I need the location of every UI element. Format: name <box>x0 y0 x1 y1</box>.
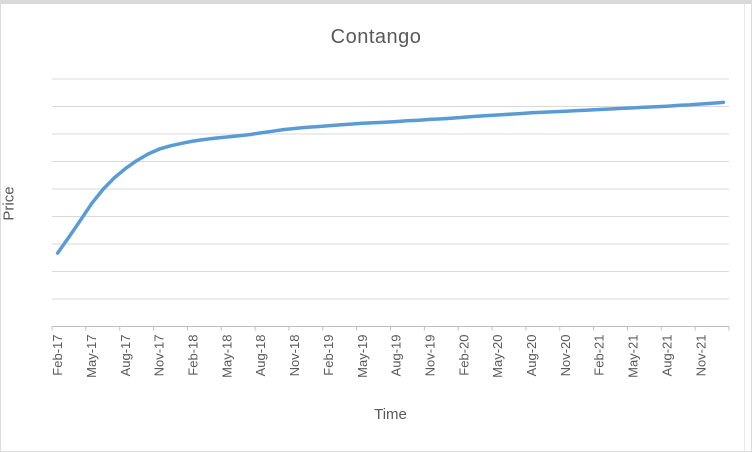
x-tick-label: Feb-21 <box>592 335 607 376</box>
x-tick-label: Feb-18 <box>186 335 201 376</box>
x-tick-label: Feb-19 <box>321 335 336 376</box>
x-tick-label: Aug-20 <box>524 335 539 377</box>
price-series-line <box>55 100 726 255</box>
x-tick-label: Nov-19 <box>422 335 437 377</box>
x-tick-label: Nov-20 <box>558 335 573 377</box>
plot-area: Feb-17 May-17 Aug-17 Nov-17 Feb-18 May-18 Aug-… <box>50 78 730 378</box>
y-axis-title: Price <box>0 186 18 221</box>
x-tick-label: Aug-19 <box>389 335 404 377</box>
x-axis-title: Time <box>374 406 407 423</box>
window-inner-edge <box>744 4 745 451</box>
x-tick-label: May-21 <box>626 335 641 378</box>
x-tick-label: Aug-21 <box>659 335 674 377</box>
chart-title: Contango <box>330 26 422 48</box>
x-tick-label: Nov-17 <box>152 335 167 377</box>
x-tick-label: Feb-20 <box>456 335 471 376</box>
x-tick-label: Feb-17 <box>50 335 65 376</box>
x-tick-label: May-20 <box>490 334 505 377</box>
x-tick-label: May-18 <box>219 335 234 378</box>
x-tick-label: Aug-18 <box>253 335 268 377</box>
x-tick-label: May-17 <box>84 335 99 378</box>
x-tick-label: May-19 <box>355 335 370 378</box>
x-tick-label: Nov-18 <box>287 335 302 377</box>
x-tick-label: Nov-21 <box>693 335 708 377</box>
x-tick-label: Aug-17 <box>118 335 133 377</box>
